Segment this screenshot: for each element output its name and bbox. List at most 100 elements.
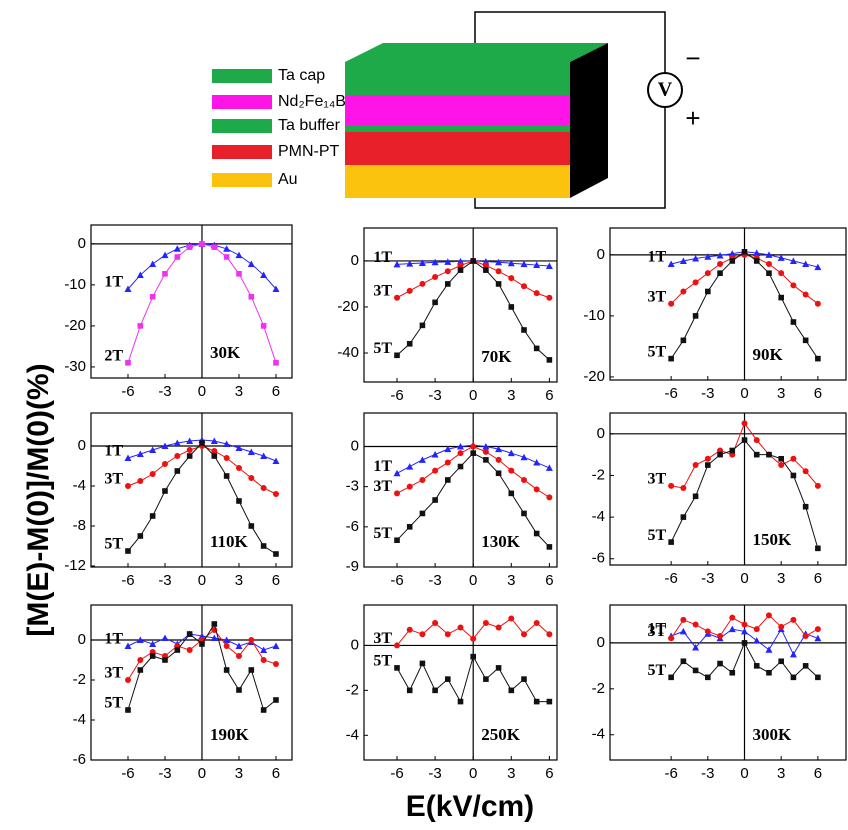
data-point [393,469,401,477]
data-point [716,251,724,259]
data-point [692,255,700,262]
data-point [520,453,528,461]
data-point [272,285,280,292]
series-label: 5T [373,525,392,542]
plot-frame [90,604,293,761]
data-point [778,623,785,630]
y-tick-label: 0 [597,246,605,263]
series-label: 1T [373,458,392,475]
data-point [533,290,540,297]
y-tick-label: 0 [78,437,86,454]
x-tick-label: -3 [701,570,714,587]
data-point [457,450,464,457]
x-tick-label: 0 [198,765,206,782]
data-point [236,271,242,277]
data-point [790,282,797,289]
data-point [445,676,451,682]
data-point [432,687,438,694]
y-tick-label: -4 [592,726,605,743]
data-point [444,268,451,275]
data-point [520,476,527,483]
panel-annotation: 300K [753,725,793,744]
data-point [272,457,280,464]
device-schematic: V − + [345,11,701,209]
series-label: 2T [104,347,123,364]
data-point [260,271,268,279]
data-point [137,667,144,673]
data-point [495,281,502,287]
panel-annotation: 190K [210,725,250,744]
data-point [236,687,242,693]
data-point [520,283,527,290]
panel-annotation: 130K [481,532,521,551]
data-point [495,665,502,671]
y-tick-label: -6 [346,518,359,535]
plot-frame [609,227,847,381]
data-point [273,551,279,557]
data-point [778,270,785,277]
series-label: 5T [104,536,123,553]
y-tick-label: -4 [346,726,359,743]
y-tick-label: 0 [351,252,359,269]
data-point [406,626,413,633]
y-tick-label: -10 [583,307,605,324]
data-point [406,340,413,347]
data-point [235,642,243,649]
x-tick-label: 0 [198,383,206,400]
data-point [815,545,821,552]
data-point [741,627,749,635]
data-point [124,454,132,461]
data-point [457,257,464,265]
data-point [223,455,230,461]
data-point [223,667,230,673]
data-point [211,448,218,454]
data-point [717,660,723,667]
y-tick-label: -40 [337,344,359,361]
series-label: 5T [647,662,666,679]
data-point [173,245,181,252]
data-point [124,677,131,683]
x-tick-label: 3 [235,572,243,589]
series-label: 3T [647,623,666,640]
data-point [137,657,144,663]
series-label: 5T [647,527,666,544]
data-point [211,621,218,627]
data-point [260,657,267,663]
data-point [186,647,193,653]
data-point [406,483,413,490]
data-point [419,660,426,667]
data-point [162,271,168,277]
data-point [545,464,553,471]
x-tick-label: 3 [507,765,515,782]
data-point [174,254,181,260]
data-point [470,443,477,450]
x-tick-label: 0 [740,385,748,402]
data-point [186,447,193,453]
data-point [815,674,821,681]
data-point [457,442,464,450]
data-point [802,633,809,639]
data-point [545,262,553,269]
data-point [394,665,400,671]
layer [345,95,570,125]
data-point [814,482,821,489]
data-point [680,514,687,520]
data-point [814,634,822,642]
x-tick-label: 0 [469,765,477,782]
data-point [174,647,181,653]
y-tick-label: 0 [351,437,359,454]
data-point [137,323,144,329]
data-point [149,513,156,519]
data-point [495,268,502,275]
data-point [457,624,464,631]
data-point [149,446,157,453]
data-point [704,270,711,277]
y-tick-label: 0 [78,631,86,648]
data-point [125,548,131,554]
data-point [508,687,515,694]
data-point [482,619,489,626]
data-point [136,271,144,279]
x-tick-label: 0 [469,387,477,404]
data-point [186,631,193,637]
